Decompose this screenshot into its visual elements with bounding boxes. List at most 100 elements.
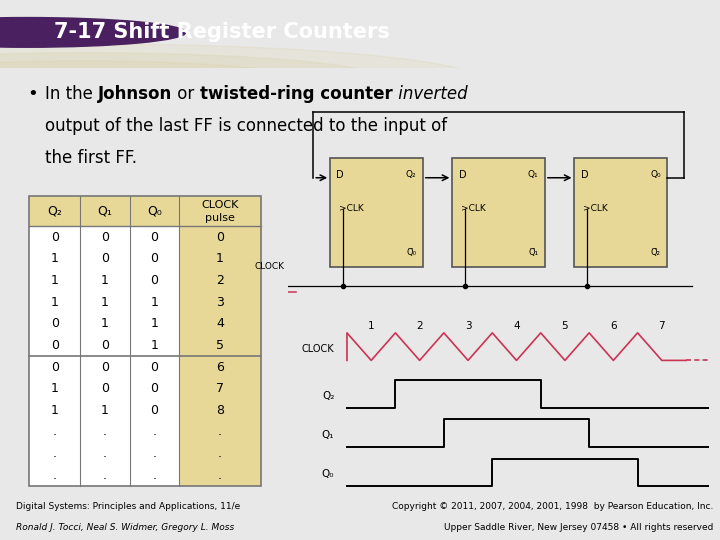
- Text: 5: 5: [216, 339, 224, 352]
- Text: .: .: [103, 447, 107, 460]
- Text: 1: 1: [51, 295, 59, 309]
- Text: >CLK: >CLK: [461, 204, 485, 213]
- Text: Q₁: Q₁: [528, 170, 539, 179]
- Text: .: .: [153, 426, 156, 438]
- Text: or: or: [172, 85, 199, 104]
- Bar: [29, 197, 261, 486]
- Text: •: •: [27, 85, 38, 104]
- Text: .: .: [53, 447, 57, 460]
- Bar: [130, 197, 179, 226]
- Text: 0: 0: [150, 382, 158, 395]
- Circle shape: [0, 52, 389, 109]
- Text: Q₂: Q₂: [406, 170, 416, 179]
- Text: .: .: [53, 469, 57, 482]
- Text: 2: 2: [216, 274, 224, 287]
- Text: CLOCK: CLOCK: [202, 200, 239, 211]
- Text: 5: 5: [562, 321, 568, 331]
- Circle shape: [0, 60, 302, 102]
- Text: 6: 6: [216, 361, 224, 374]
- Text: 0: 0: [101, 339, 109, 352]
- Bar: [29, 197, 81, 226]
- Text: >CLK: >CLK: [583, 204, 608, 213]
- Bar: [81, 197, 130, 226]
- Text: In the: In the: [45, 85, 98, 104]
- Text: Q₂: Q₂: [48, 205, 62, 218]
- Text: 0: 0: [101, 231, 109, 244]
- Text: 1: 1: [150, 339, 158, 352]
- Text: 1: 1: [51, 404, 59, 417]
- Text: twisted-ring counter: twisted-ring counter: [199, 85, 392, 104]
- Text: Upper Saddle River, New Jersey 07458 • All rights reserved: Upper Saddle River, New Jersey 07458 • A…: [444, 523, 713, 532]
- Text: CLOCK: CLOCK: [302, 343, 334, 354]
- Text: 1: 1: [51, 382, 59, 395]
- Text: 0: 0: [150, 361, 158, 374]
- Text: Q₁: Q₁: [98, 205, 112, 218]
- Bar: [29, 226, 261, 486]
- Text: 1: 1: [368, 321, 374, 331]
- Text: Q₀: Q₀: [322, 469, 334, 480]
- Text: D: D: [459, 170, 467, 180]
- Text: inverted: inverted: [392, 85, 467, 104]
- Text: 1: 1: [102, 295, 109, 309]
- Text: 1: 1: [216, 252, 224, 265]
- Text: 0: 0: [101, 382, 109, 395]
- Text: Q̅₁: Q̅₁: [528, 248, 539, 257]
- Text: Q₁: Q₁: [322, 430, 334, 440]
- Text: 0: 0: [150, 274, 158, 287]
- Text: 4: 4: [216, 318, 224, 330]
- Text: Q₀: Q₀: [650, 170, 661, 179]
- Text: 1: 1: [51, 252, 59, 265]
- Text: 6: 6: [610, 321, 617, 331]
- Text: 8: 8: [216, 404, 224, 417]
- Bar: [179, 226, 261, 486]
- Text: 0: 0: [150, 231, 158, 244]
- Text: 0: 0: [150, 252, 158, 265]
- Text: Q̅₂: Q̅₂: [651, 248, 661, 257]
- Text: Q₂: Q₂: [322, 391, 334, 401]
- Circle shape: [0, 17, 186, 47]
- Text: Digital Systems: Principles and Applications, 11/e: Digital Systems: Principles and Applicat…: [17, 502, 240, 511]
- Text: 0: 0: [150, 404, 158, 417]
- Bar: [575, 158, 667, 267]
- Text: 0: 0: [216, 231, 224, 244]
- Circle shape: [0, 44, 482, 118]
- Text: D: D: [336, 170, 344, 180]
- Text: .: .: [153, 447, 156, 460]
- Text: 7: 7: [216, 382, 224, 395]
- Text: output of the last FF is connected to the input of: output of the last FF is connected to th…: [45, 117, 447, 136]
- Text: Q₀: Q₀: [147, 205, 162, 218]
- Text: .: .: [218, 469, 222, 482]
- Text: 4: 4: [513, 321, 520, 331]
- Text: 7: 7: [659, 321, 665, 331]
- Text: CLOCK: CLOCK: [254, 262, 284, 271]
- Text: 0: 0: [51, 339, 59, 352]
- Text: .: .: [218, 447, 222, 460]
- Text: 0: 0: [51, 231, 59, 244]
- Text: pulse: pulse: [205, 213, 235, 223]
- Text: >CLK: >CLK: [338, 204, 364, 213]
- Bar: [179, 197, 261, 226]
- Text: .: .: [53, 426, 57, 438]
- Text: D: D: [581, 170, 588, 180]
- Text: 3: 3: [216, 295, 224, 309]
- Text: Copyright © 2011, 2007, 2004, 2001, 1998  by Pearson Education, Inc.: Copyright © 2011, 2007, 2004, 2001, 1998…: [392, 502, 713, 511]
- Text: 1: 1: [150, 295, 158, 309]
- Text: the first FF.: the first FF.: [45, 150, 137, 167]
- Bar: [330, 158, 423, 267]
- Text: .: .: [103, 469, 107, 482]
- Text: Q̅₀: Q̅₀: [407, 248, 416, 257]
- Text: 3: 3: [464, 321, 472, 331]
- Text: 0: 0: [51, 361, 59, 374]
- Text: .: .: [103, 426, 107, 438]
- Text: 1: 1: [102, 318, 109, 330]
- Text: .: .: [218, 426, 222, 438]
- Text: 1: 1: [102, 404, 109, 417]
- Text: 2: 2: [416, 321, 423, 331]
- Text: 0: 0: [51, 318, 59, 330]
- Text: Johnson: Johnson: [98, 85, 172, 104]
- Text: 7-17 Shift Register Counters: 7-17 Shift Register Counters: [54, 22, 390, 43]
- Bar: [452, 158, 545, 267]
- Text: .: .: [153, 469, 156, 482]
- Text: 0: 0: [101, 361, 109, 374]
- Text: 0: 0: [101, 252, 109, 265]
